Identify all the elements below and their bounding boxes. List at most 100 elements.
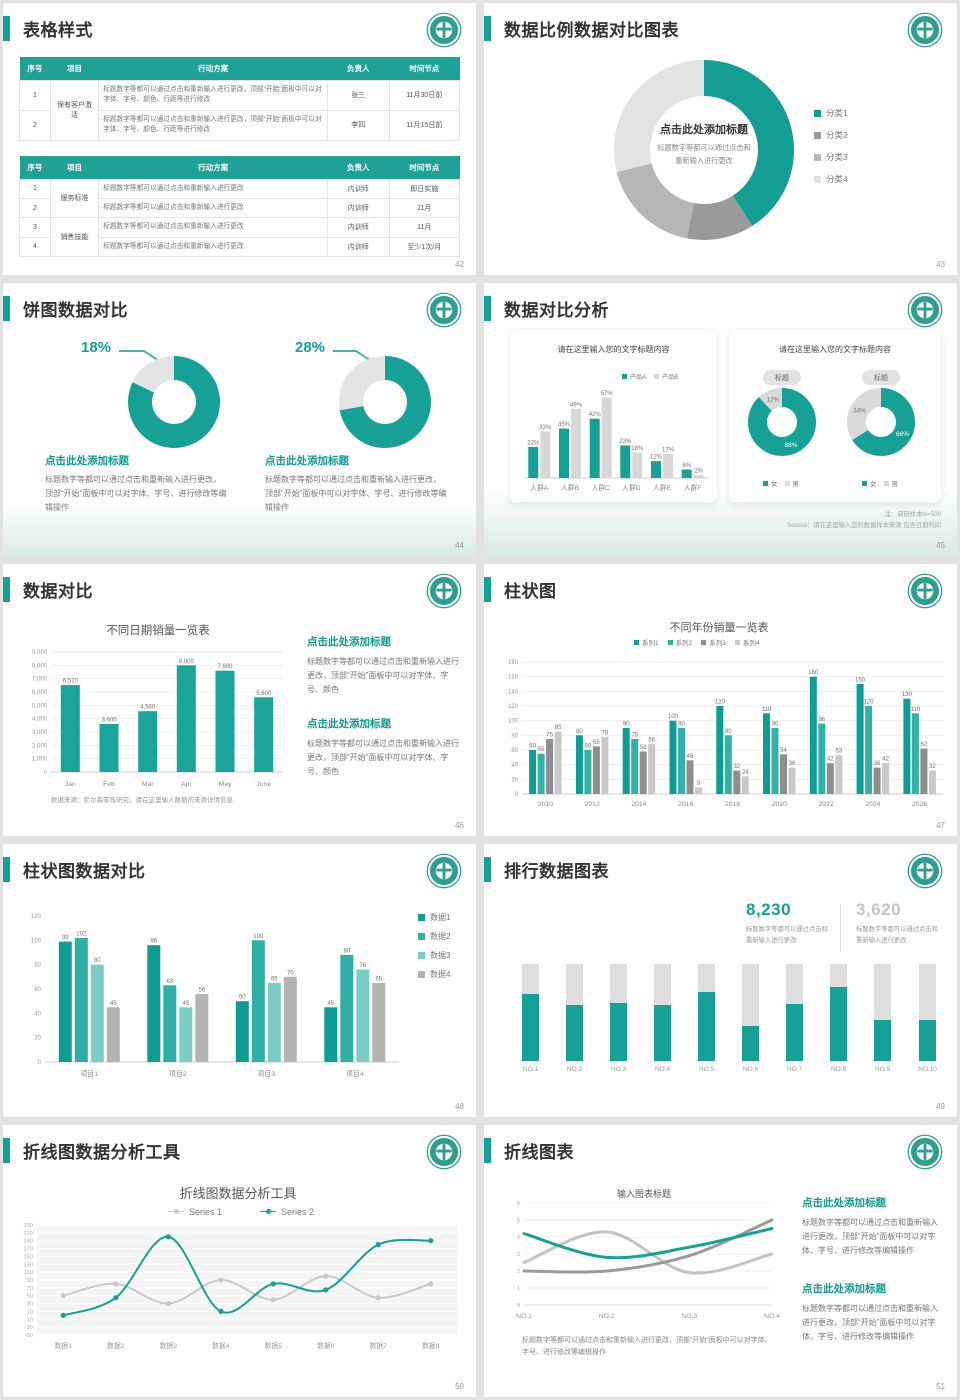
svg-text:6%: 6% xyxy=(682,463,691,469)
stat-block-2: 3,620 标题数字等都可以通过点击和重新输入进行更改 xyxy=(856,900,940,946)
rank-label: NO.2 xyxy=(566,1066,583,1074)
page-number: 46 xyxy=(455,821,464,831)
svg-text:32: 32 xyxy=(733,764,740,770)
svg-text:88: 88 xyxy=(343,949,350,955)
block-body: 标题数字等都可以通过点击和重新输入进行更改，顶部“开始”面板中可以对字体、字号、… xyxy=(802,1217,938,1255)
svg-text:项目1: 项目1 xyxy=(81,1070,99,1078)
legend-chip xyxy=(784,481,790,487)
legend-chip xyxy=(418,952,425,960)
svg-text:35%: 35% xyxy=(558,422,571,428)
table-row: 1 服务标准 标题数字等都可以通过点击和重新输入进行更改 内训师 即日实施 xyxy=(19,178,461,219)
svg-text:人群B: 人群B xyxy=(561,483,580,492)
svg-text:2,000: 2,000 xyxy=(32,743,48,749)
svg-text:June: June xyxy=(256,781,271,788)
slide-48-column-comparison: 柱状图数据对比 0 20 40 60 80 100 120 99 102 80 45 项目1 96 63 4… xyxy=(3,844,476,1117)
accent-bar xyxy=(484,576,491,602)
logo-svg xyxy=(426,853,462,889)
svg-text:Feb: Feb xyxy=(103,781,115,788)
rank-item: NO.9 xyxy=(874,964,892,1073)
svg-text:2022: 2022 xyxy=(819,801,834,808)
slide-49-ranking-chart: 排行数据图表 8,230 标题数字等都可以通过点击和重新输入进行更改 3,620… xyxy=(484,844,957,1117)
svg-text:130: 130 xyxy=(23,1262,33,1268)
svg-text:50: 50 xyxy=(27,1293,33,1299)
donut-chart xyxy=(614,60,794,245)
legend-line-marker xyxy=(260,1208,277,1215)
svg-text:6,000: 6,000 xyxy=(32,690,48,696)
accent-bar xyxy=(484,296,491,322)
card-title: 请在这里输入您的文字标题内容 xyxy=(779,345,891,355)
slide-45-comparison-analysis: 数据对比分析 请在这里输入您的文字标题内容 产品A 产品B 22% 33% 人群A 3… xyxy=(484,283,957,556)
svg-text:4,000: 4,000 xyxy=(32,716,48,722)
rank-item: NO.1 xyxy=(522,964,539,1073)
data-source-note: 数据来源：尼尔森零售研究，请在这里输入数据的来源详情信息 xyxy=(51,796,233,804)
svg-text:210: 210 xyxy=(23,1230,33,1236)
svg-text:230: 230 xyxy=(23,1223,33,1229)
svg-text:75: 75 xyxy=(631,732,638,738)
block-heading: 点击此处添加标题 xyxy=(802,1196,886,1209)
divider xyxy=(840,904,841,953)
svg-text:-30: -30 xyxy=(25,1325,33,1331)
svg-text:7,000: 7,000 xyxy=(32,676,48,682)
logo-svg xyxy=(907,1134,943,1169)
svg-text:2026: 2026 xyxy=(912,801,927,808)
stat-value: 8,230 xyxy=(746,900,792,920)
legend-chip xyxy=(862,481,867,487)
page-number: 44 xyxy=(455,540,464,550)
slide-title: 折线图表 xyxy=(504,1142,574,1162)
callout-line xyxy=(333,350,357,352)
rank-bar xyxy=(919,964,937,1062)
accent-bar xyxy=(3,296,10,322)
accent-bar xyxy=(484,1137,491,1163)
table-row: 4 标题数字等都可以通过点击和重新输入进行更改 内训师 至少1次/月 xyxy=(19,236,461,258)
svg-text:45: 45 xyxy=(110,1001,117,1007)
org-logo-icon xyxy=(426,12,462,48)
pie-percentage-label: 18% xyxy=(81,339,112,357)
rank-item: NO.10 xyxy=(918,964,937,1073)
chart-svg xyxy=(128,356,220,449)
rank-item: NO.3 xyxy=(610,964,628,1073)
donut-chart xyxy=(339,356,431,453)
chart-svg: 22% 33% 人群A 35% 49% 人群B 42% 57% 人群C 23%18% 人群D 12%1… xyxy=(524,391,708,492)
svg-text:23%: 23% xyxy=(619,439,632,445)
svg-text:170: 170 xyxy=(23,1246,33,1252)
svg-text:8,000: 8,000 xyxy=(179,659,195,665)
svg-text:78: 78 xyxy=(602,730,609,736)
svg-text:60: 60 xyxy=(511,748,518,754)
svg-text:160: 160 xyxy=(808,670,819,676)
svg-text:3,600: 3,600 xyxy=(101,717,117,723)
svg-text:22%: 22% xyxy=(527,441,540,447)
block-heading: 点击此处添加标题 xyxy=(802,1282,886,1295)
slide-title: 柱状图 xyxy=(504,581,557,601)
svg-text:0: 0 xyxy=(44,770,48,776)
chart-svg: 0 1,000 2,000 3,000 4,000 5,000 6,000 7,000 8,00… xyxy=(32,650,283,788)
svg-text:102: 102 xyxy=(76,932,87,938)
legend-chip xyxy=(814,153,821,161)
svg-text:100: 100 xyxy=(253,934,264,940)
svg-text:140: 140 xyxy=(508,689,519,695)
donut-legend: 分类1 分类2 分类3 分类4 xyxy=(814,107,848,195)
rank-label: NO.10 xyxy=(918,1066,937,1074)
svg-text:96: 96 xyxy=(818,717,825,723)
block-heading: 点击此处添加标题 xyxy=(307,635,391,648)
svg-text:-10: -10 xyxy=(25,1317,33,1323)
slide-42-table-styles: 表格样式 序号 项目 行动方案 负责人 时间节点 1 保有客户激活 标题数字等都… xyxy=(3,3,476,276)
svg-text:85: 85 xyxy=(555,725,562,731)
rank-bar xyxy=(830,964,848,1062)
rank-item: NO.2 xyxy=(566,964,584,1074)
svg-text:人群F: 人群F xyxy=(684,483,702,492)
svg-text:90: 90 xyxy=(623,721,630,727)
svg-text:-50: -50 xyxy=(25,1333,33,1339)
logo-svg xyxy=(426,293,462,328)
svg-text:人群E: 人群E xyxy=(653,483,672,492)
rank-bar xyxy=(522,964,539,1062)
slide-title: 折线图数据分析工具 xyxy=(23,1142,181,1162)
svg-text:110: 110 xyxy=(24,1270,33,1276)
legend-chip xyxy=(418,914,425,922)
grouped-bar-chart: 0 20 40 60 80 100 120 99 102 80 45 项目1 96 63 45 56 项目2 50… xyxy=(15,902,405,1085)
svg-text:2014: 2014 xyxy=(631,801,646,808)
table-row: 2 标题数字等都可以通过点击和重新输入进行更改 内训师 11月 xyxy=(19,197,461,219)
slide-46-data-comparison: 数据对比 不同日期销量一览表 0 1,000 2,000 3,000 4,000 5,00… xyxy=(3,563,476,837)
svg-text:45: 45 xyxy=(182,1001,189,1007)
svg-text:2024: 2024 xyxy=(865,801,880,808)
svg-text:58: 58 xyxy=(640,745,647,751)
